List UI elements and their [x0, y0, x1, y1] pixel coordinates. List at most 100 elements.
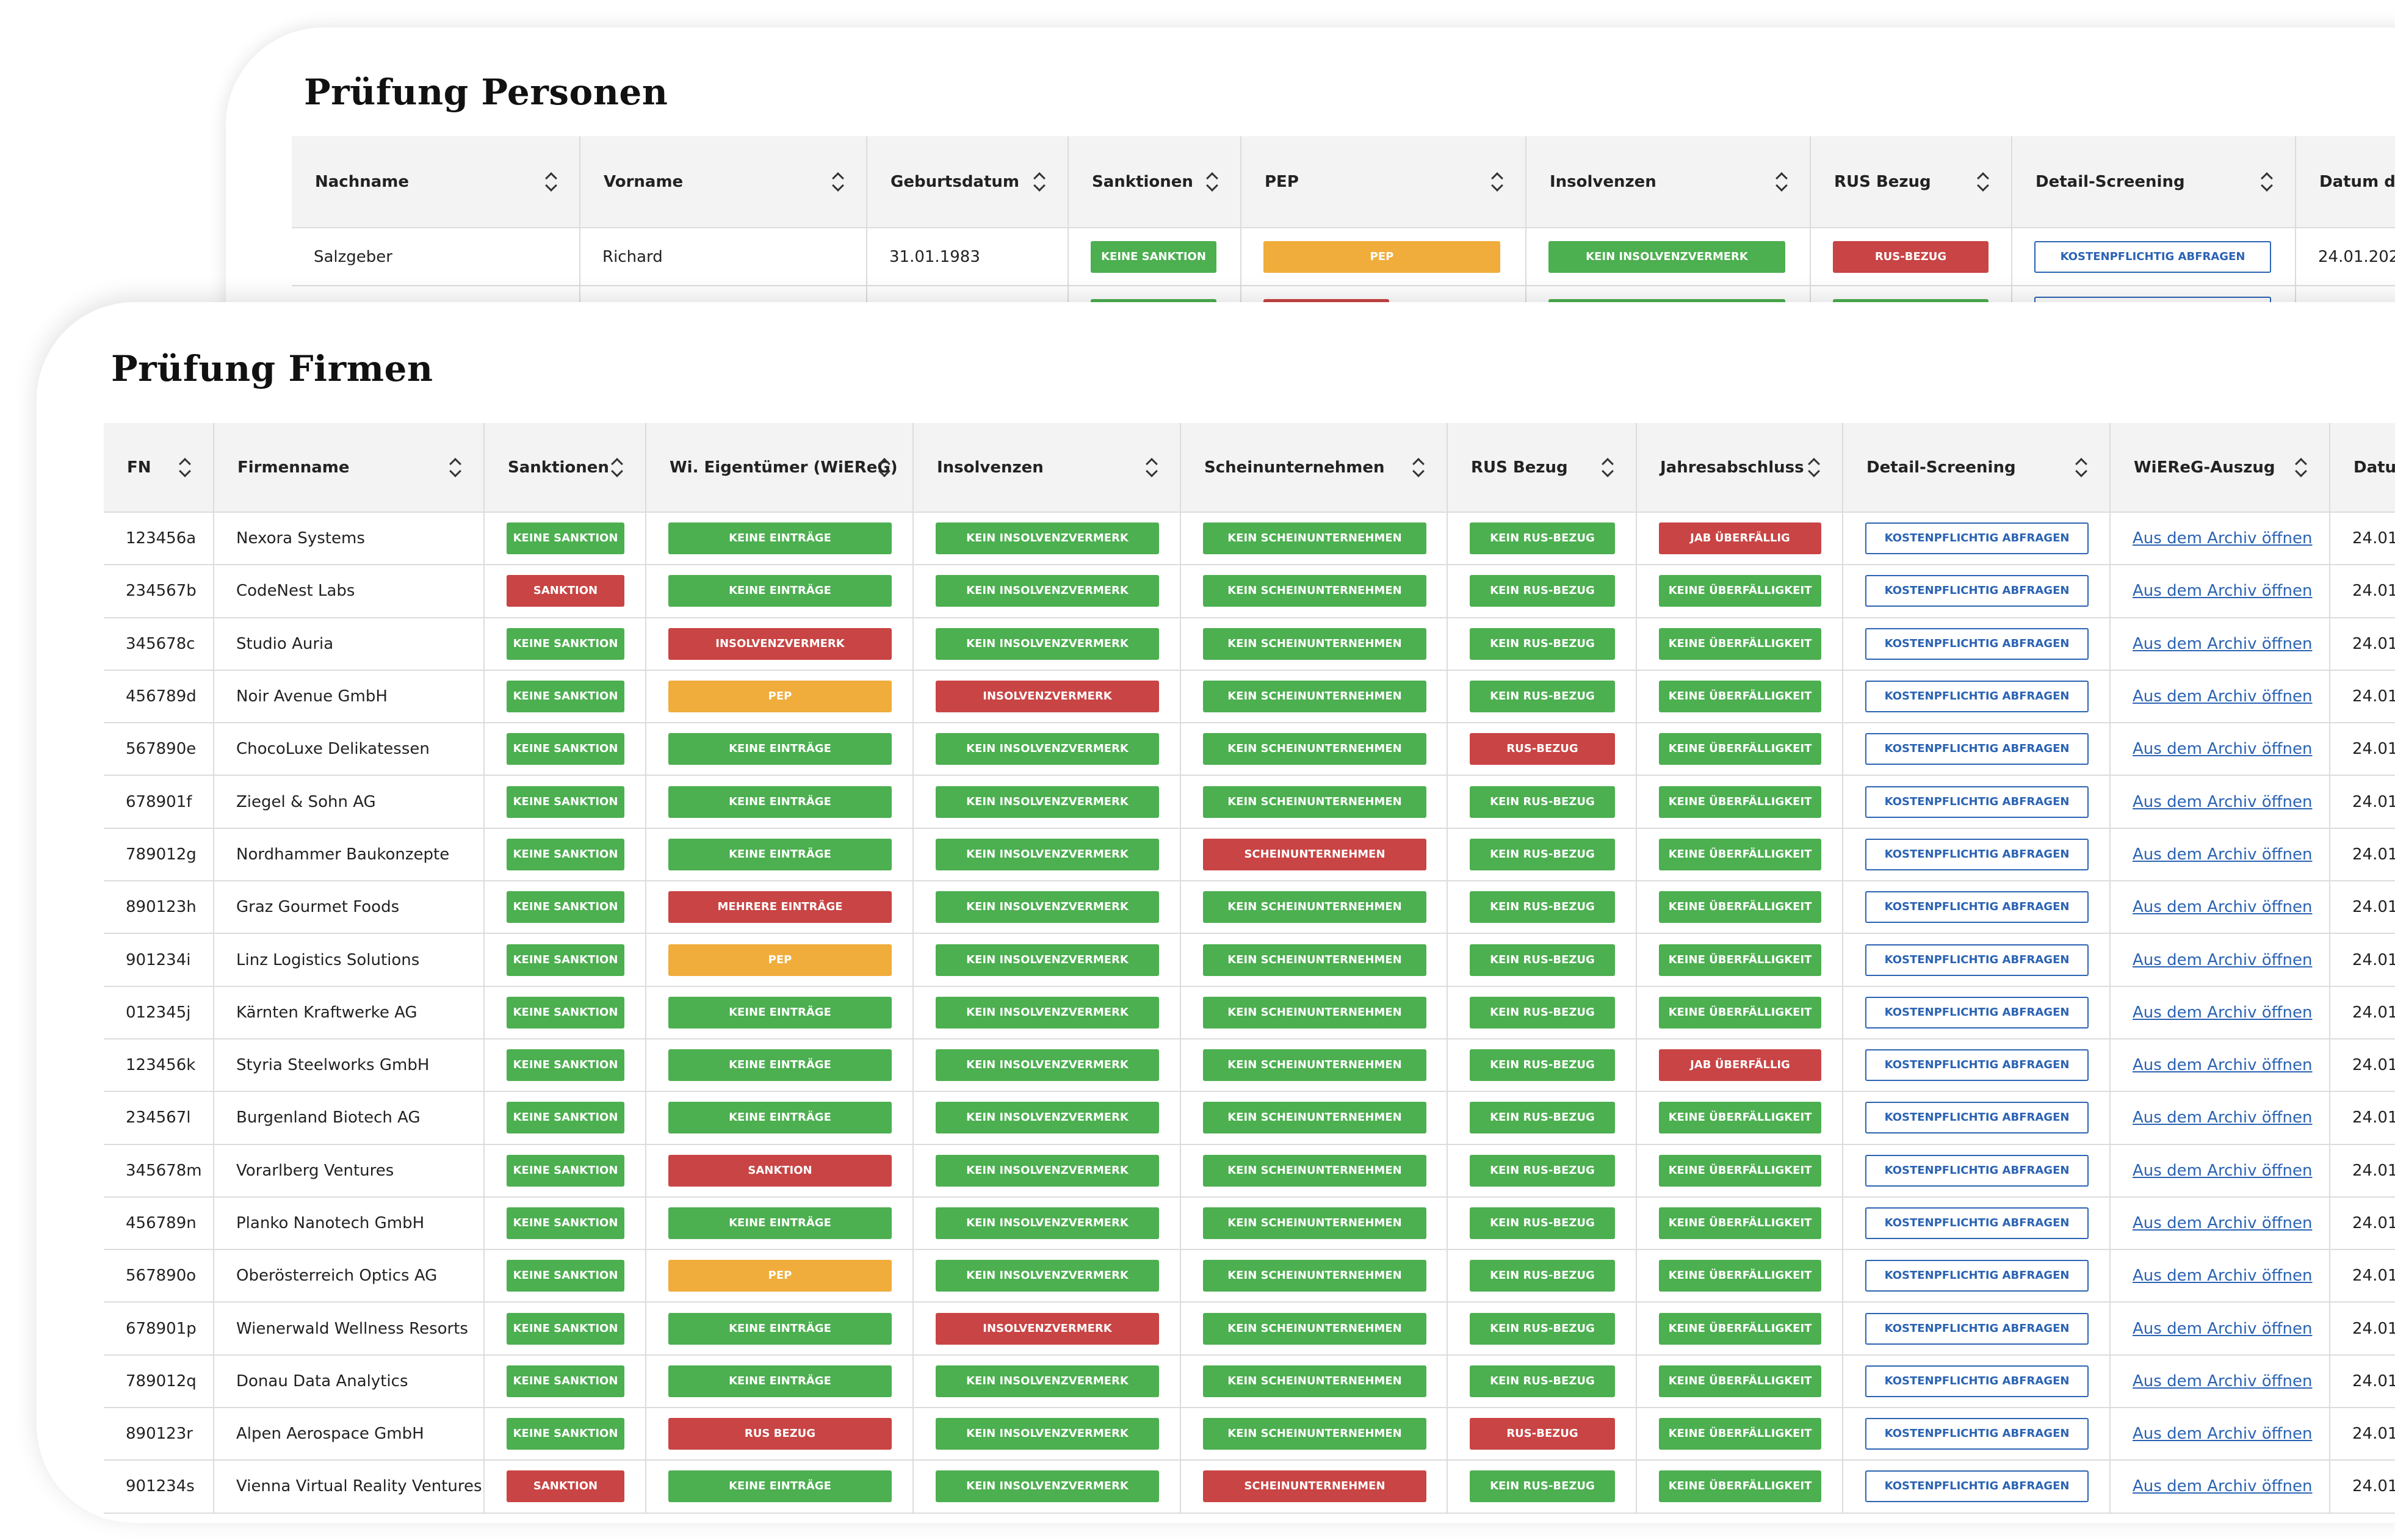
- cell-insolvenzen: KEIN INSOLVENZVERMERK: [913, 1144, 1181, 1198]
- detail-screening-button[interactable]: KOSTENPFLICHTIG ABFRAGEN: [1865, 1154, 2089, 1187]
- detail-screening-button[interactable]: KOSTENPFLICHTIG ABFRAGEN: [1865, 627, 2089, 660]
- status-badge-schein: KEIN SCHEINUNTERNEHMEN: [1203, 1365, 1426, 1397]
- detail-screening-button[interactable]: KOSTENPFLICHTIG ABFRAGEN: [1865, 996, 2089, 1028]
- cell-datum: 24.01: [2330, 1038, 2395, 1093]
- archive-link[interactable]: Aus dem Archiv öffnen: [2133, 1108, 2313, 1127]
- column-header-pep[interactable]: PEP: [1241, 136, 1526, 228]
- archive-link[interactable]: Aus dem Archiv öffnen: [2133, 1319, 2313, 1338]
- cell-detail-screening: KOSTENPFLICHTIG ABFRAGEN: [1843, 723, 2111, 776]
- column-header-detail-screening[interactable]: Detail-Screening: [1843, 423, 2111, 513]
- cell-detail-screening: KOSTENPFLICHTIG ABFRAGEN: [1843, 565, 2111, 618]
- sort-icon[interactable]: [1412, 457, 1425, 478]
- detail-screening-button[interactable]: KOSTENPFLICHTIG ABFRAGEN: [1865, 786, 2089, 818]
- detail-screening-button[interactable]: KOSTENPFLICHTIG ABFRAGEN: [1865, 1470, 2089, 1503]
- column-header-vorname[interactable]: Vorname: [580, 136, 867, 228]
- status-badge-insolvenz: KEIN INSOLVENZVERMERK: [936, 1154, 1159, 1187]
- cell-fn: 678901f: [104, 775, 214, 829]
- archive-link[interactable]: Aus dem Archiv öffnen: [2133, 1003, 2313, 1022]
- archive-link[interactable]: Aus dem Archiv öffnen: [2133, 1056, 2313, 1075]
- column-header-datum-de[interactable]: Datum de: [2296, 136, 2395, 228]
- cell-wiereg: PEP: [646, 1249, 914, 1303]
- cell-fn: 234567l: [104, 1091, 214, 1145]
- archive-link[interactable]: Aus dem Archiv öffnen: [2133, 634, 2313, 653]
- archive-link[interactable]: Aus dem Archiv öffnen: [2133, 740, 2313, 759]
- cell-wiereg-auszug: Aus dem Archiv öffnen: [2110, 1460, 2330, 1514]
- sort-icon[interactable]: [1033, 172, 1046, 192]
- sort-icon[interactable]: [179, 457, 191, 478]
- column-header-wiereg-auszug[interactable]: WiEReG-Auszug: [2110, 423, 2330, 513]
- archive-link[interactable]: Aus dem Archiv öffnen: [2133, 898, 2313, 917]
- column-header-insolvenzen[interactable]: Insolvenzen: [1526, 136, 1811, 228]
- sort-icon[interactable]: [878, 457, 890, 478]
- column-header-jahresabschluss[interactable]: Jahresabschluss: [1636, 423, 1843, 513]
- sort-icon[interactable]: [2295, 457, 2307, 478]
- cell-scheinunternehmen: KEIN SCHEINUNTERNEHMEN: [1180, 1196, 1448, 1251]
- detail-screening-button[interactable]: KOSTENPFLICHTIG ABFRAGEN: [1865, 1049, 2089, 1082]
- detail-screening-button[interactable]: KOSTENPFLICHTIG ABFRAGEN: [1865, 944, 2089, 976]
- cell-firmenname: Kärnten Kraftwerke AG: [214, 986, 485, 1039]
- sort-icon[interactable]: [1602, 457, 1614, 478]
- sort-icon[interactable]: [1775, 172, 1788, 192]
- status-badge-sanktion: KEINE SANKTION: [507, 681, 624, 713]
- sort-icon[interactable]: [2075, 457, 2087, 478]
- archive-link[interactable]: Aus dem Archiv öffnen: [2133, 1372, 2313, 1390]
- sort-icon[interactable]: [832, 172, 844, 192]
- archive-link[interactable]: Aus dem Archiv öffnen: [2133, 582, 2313, 601]
- sort-icon[interactable]: [1206, 172, 1218, 192]
- column-header-wi-eigentümer-wiereg[interactable]: Wi. Eigentümer (WiEReG): [646, 423, 914, 513]
- table-row: 789012g Nordhammer Baukonzepte KEINE SANKT…: [104, 828, 2395, 882]
- sort-icon[interactable]: [1977, 172, 1989, 192]
- sort-icon[interactable]: [2261, 172, 2273, 192]
- detail-screening-button[interactable]: KOSTENPFLICHTIG ABFRAGEN: [1865, 1365, 2089, 1397]
- sort-icon[interactable]: [449, 457, 461, 478]
- column-header-nachname[interactable]: Nachname: [292, 136, 580, 228]
- detail-screening-button[interactable]: KOSTENPFLICHTIG ABFRAGEN: [2034, 240, 2271, 273]
- archive-link[interactable]: Aus dem Archiv öffnen: [2133, 1214, 2313, 1232]
- column-header-sanktionen[interactable]: Sanktionen: [1068, 136, 1241, 228]
- archive-link[interactable]: Aus dem Archiv öffnen: [2133, 1267, 2313, 1285]
- archive-link[interactable]: Aus dem Archiv öffnen: [2133, 529, 2313, 548]
- detail-screening-button[interactable]: KOSTENPFLICHTIG ABFRAGEN: [1865, 522, 2089, 555]
- detail-screening-button[interactable]: KOSTENPFLICHTIG ABFRAGEN: [1865, 1102, 2089, 1134]
- sort-icon[interactable]: [545, 172, 557, 192]
- detail-screening-button[interactable]: KOSTENPFLICHTIG ABFRAGEN: [1865, 1260, 2089, 1292]
- column-header-firmenname[interactable]: Firmenname: [214, 423, 485, 513]
- detail-screening-button[interactable]: KOSTENPFLICHTIG ABFRAGEN: [1865, 891, 2089, 924]
- status-badge-pep: PEP: [1263, 240, 1500, 273]
- column-header-datu[interactable]: Datu: [2330, 423, 2395, 513]
- column-header-geburtsdatum[interactable]: Geburtsdatum: [867, 136, 1069, 228]
- column-header-scheinunternehmen[interactable]: Scheinunternehmen: [1180, 423, 1448, 513]
- table-row: 789012q Donau Data Analytics KEINE SANKTIO…: [104, 1354, 2395, 1409]
- archive-link[interactable]: Aus dem Archiv öffnen: [2133, 1161, 2313, 1180]
- column-header-detail-screening[interactable]: Detail-Screening: [2012, 136, 2296, 228]
- column-header-rus-bezug[interactable]: RUS Bezug: [1810, 136, 2012, 228]
- detail-screening-button[interactable]: KOSTENPFLICHTIG ABFRAGEN: [1865, 1312, 2089, 1345]
- sort-icon[interactable]: [1491, 172, 1503, 192]
- column-header-fn[interactable]: FN: [104, 423, 214, 513]
- archive-link[interactable]: Aus dem Archiv öffnen: [2133, 687, 2313, 706]
- cell-fn: 789012g: [104, 828, 214, 882]
- detail-screening-button[interactable]: KOSTENPFLICHTIG ABFRAGEN: [1865, 838, 2089, 870]
- cell-detail-screening: KOSTENPFLICHTIG ABFRAGEN: [1843, 881, 2111, 934]
- detail-screening-button[interactable]: KOSTENPFLICHTIG ABFRAGEN: [1865, 1207, 2089, 1239]
- status-badge-schein: KEIN SCHEINUNTERNEHMEN: [1203, 891, 1426, 924]
- column-header-insolvenzen[interactable]: Insolvenzen: [913, 423, 1181, 513]
- column-header-rus-bezug[interactable]: RUS Bezug: [1447, 423, 1637, 513]
- sort-icon[interactable]: [1808, 457, 1820, 478]
- detail-screening-button[interactable]: KOSTENPFLICHTIG ABFRAGEN: [1865, 733, 2089, 765]
- sort-icon[interactable]: [611, 457, 623, 478]
- cell-rus: KEIN RUS-BEZUG: [1447, 1091, 1637, 1145]
- archive-link[interactable]: Aus dem Archiv öffnen: [2133, 792, 2313, 811]
- detail-screening-button[interactable]: KOSTENPFLICHTIG ABFRAGEN: [1865, 1418, 2089, 1450]
- archive-link[interactable]: Aus dem Archiv öffnen: [2133, 845, 2313, 864]
- archive-link[interactable]: Aus dem Archiv öffnen: [2133, 1477, 2313, 1496]
- table-row: 234567b CodeNest Labs SANKTION KEINE EINTRÄ…: [104, 565, 2395, 618]
- cell-wiereg: PEP: [646, 670, 914, 724]
- archive-link[interactable]: Aus dem Archiv öffnen: [2133, 950, 2313, 969]
- column-header-sanktionen[interactable]: Sanktionen: [484, 423, 646, 513]
- detail-screening-button[interactable]: KOSTENPFLICHTIG ABFRAGEN: [1865, 575, 2089, 607]
- detail-screening-button[interactable]: KOSTENPFLICHTIG ABFRAGEN: [1865, 681, 2089, 713]
- sort-icon[interactable]: [1146, 457, 1158, 478]
- status-badge-sanktion: KEINE SANKTION: [507, 1207, 624, 1239]
- archive-link[interactable]: Aus dem Archiv öffnen: [2133, 1425, 2313, 1444]
